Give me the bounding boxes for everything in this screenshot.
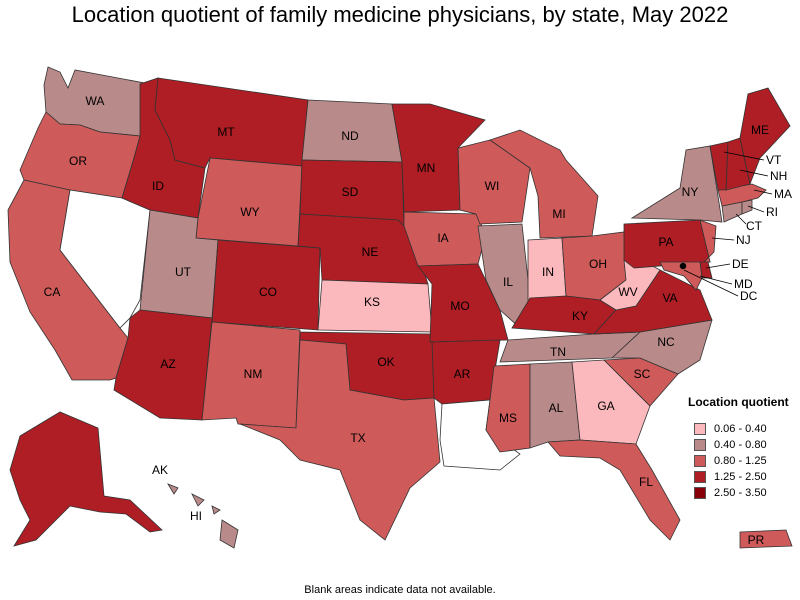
legend-item: 1.25 - 2.50 [694, 469, 789, 485]
label-de: DE [732, 257, 749, 271]
state-md[interactable] [659, 261, 703, 291]
label-wy: WY [240, 205, 259, 219]
legend-label: 0.40 - 0.80 [714, 439, 767, 451]
legend-item: 2.50 - 3.50 [694, 485, 789, 501]
map-title: Location quotient of family medicine phy… [71, 2, 729, 27]
label-ut: UT [175, 265, 192, 279]
legend-label: 0.06 - 0.40 [714, 423, 767, 435]
state-labels: WA OR CA ID MT WY UT AZ CO NM ND SD NE K… [44, 94, 792, 547]
legend-swatch [694, 439, 706, 451]
label-il: IL [503, 275, 513, 289]
state-fl[interactable] [547, 439, 681, 541]
dc-marker [680, 263, 686, 269]
legend-swatch [694, 487, 706, 499]
state-pr[interactable] [739, 529, 793, 549]
state-nj[interactable] [699, 219, 717, 263]
state-ny[interactable] [630, 145, 723, 223]
label-ny: NY [682, 185, 699, 199]
label-nc: NC [657, 335, 675, 349]
legend-item: 0.06 - 0.40 [694, 421, 789, 437]
label-va: VA [662, 291, 677, 305]
label-tx: TX [350, 431, 365, 445]
state-mi[interactable] [489, 129, 599, 239]
label-mi: MI [552, 207, 565, 221]
state-mt[interactable] [154, 77, 309, 169]
label-mt: MT [217, 125, 235, 139]
label-co: CO [259, 285, 277, 299]
legend-label: 2.50 - 3.50 [714, 487, 767, 499]
label-dc: DC [740, 289, 758, 303]
state-tx[interactable] [239, 339, 441, 541]
state-wy[interactable] [195, 157, 303, 247]
footnote: Blank areas indicate data not available. [304, 584, 496, 596]
label-oh: OH [589, 257, 607, 271]
label-ky: KY [572, 309, 588, 323]
label-ks: KS [364, 295, 380, 309]
label-ct: CT [746, 219, 763, 233]
label-in: IN [542, 265, 554, 279]
legend-item: 0.40 - 0.80 [694, 437, 789, 453]
legend-label: 0.80 - 1.25 [714, 455, 767, 467]
label-nj: NJ [736, 233, 751, 247]
label-mo: MO [450, 299, 469, 313]
legend: Location quotient 0.06 - 0.40 0.40 - 0.8… [688, 395, 789, 501]
legend-swatch [694, 455, 706, 467]
label-ca: CA [44, 285, 61, 299]
label-ia: IA [437, 231, 448, 245]
label-ak: AK [152, 463, 168, 477]
label-pa: PA [658, 235, 673, 249]
label-sc: SC [634, 367, 651, 381]
state-hi[interactable] [167, 483, 239, 549]
label-ri: RI [766, 205, 778, 219]
label-ne: NE [362, 245, 379, 259]
label-wi: WI [485, 179, 500, 193]
label-ga: GA [597, 399, 614, 413]
state-nm[interactable] [201, 321, 301, 429]
legend-swatch [694, 471, 706, 483]
label-vt: VT [766, 153, 782, 167]
legend-item: 0.80 - 1.25 [694, 453, 789, 469]
state-ms[interactable] [485, 363, 531, 453]
state-me[interactable] [739, 87, 791, 186]
label-md: MD [734, 277, 753, 291]
label-al: AL [549, 401, 564, 415]
label-ar: AR [454, 367, 471, 381]
label-pr: PR [748, 533, 765, 547]
state-ma[interactable] [717, 183, 767, 207]
callout-leaders [683, 151, 773, 297]
label-ma: MA [774, 187, 792, 201]
label-ok: OK [377, 355, 394, 369]
label-or: OR [69, 154, 87, 168]
label-tn: TN [550, 345, 566, 359]
label-ms: MS [499, 411, 517, 425]
label-nm: NM [244, 367, 263, 381]
label-hi: HI [190, 509, 202, 523]
label-id: ID [152, 179, 164, 193]
label-me: ME [751, 123, 769, 137]
label-sd: SD [342, 185, 359, 199]
label-nd: ND [341, 129, 359, 143]
state-ak[interactable] [9, 411, 163, 547]
legend-label: 1.25 - 2.50 [714, 471, 767, 483]
state-shapes [7, 66, 793, 549]
state-ga[interactable] [571, 359, 651, 445]
label-az: AZ [160, 357, 175, 371]
legend-title: Location quotient [688, 395, 789, 409]
label-mn: MN [417, 161, 436, 175]
label-fl: FL [639, 475, 653, 489]
label-wv: WV [618, 285, 637, 299]
label-nh: NH [770, 169, 787, 183]
label-wa: WA [86, 94, 105, 108]
legend-swatch [694, 423, 706, 435]
